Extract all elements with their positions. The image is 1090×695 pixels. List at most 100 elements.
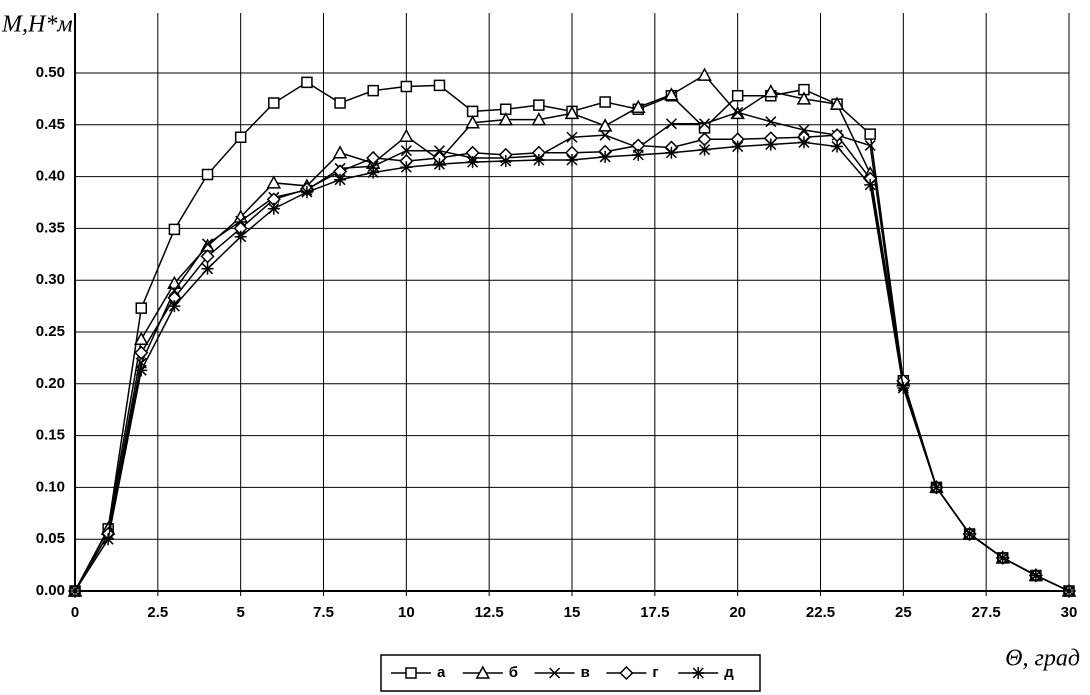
x-tick-label: 27.5 <box>972 604 1001 621</box>
data-point <box>532 154 545 167</box>
data-point <box>499 155 512 168</box>
x-tick-label: 0 <box>71 604 79 621</box>
y-axis-label: M,Н*м <box>1 12 73 38</box>
data-point <box>367 84 379 97</box>
data-point <box>533 99 545 111</box>
data-point <box>697 67 712 81</box>
data-point <box>864 178 877 191</box>
legend-marker <box>475 665 491 679</box>
legend-marker <box>619 665 634 681</box>
x-tick-label: 25 <box>895 604 912 621</box>
data-point <box>597 118 613 132</box>
data-point <box>566 154 578 167</box>
data-point <box>864 128 876 140</box>
data-point <box>797 136 810 149</box>
y-tick-label: 0.00 <box>36 582 65 599</box>
data-point <box>202 238 214 250</box>
data-point <box>266 175 282 189</box>
data-point <box>664 87 679 101</box>
data-point <box>699 118 711 130</box>
data-point <box>631 99 646 113</box>
data-point <box>665 146 678 159</box>
data-point <box>268 97 280 109</box>
data-point <box>831 140 844 153</box>
y-tick-label: 0.40 <box>36 168 65 185</box>
legend-label: в <box>581 664 590 681</box>
y-tick-label: 0.45 <box>36 116 65 133</box>
data-point <box>466 105 479 118</box>
data-point <box>566 131 578 143</box>
data-point <box>168 300 181 313</box>
data-point <box>367 166 380 179</box>
data-point <box>433 158 446 171</box>
data-point <box>829 96 845 110</box>
data-point <box>433 79 446 92</box>
legend-label: б <box>509 664 518 681</box>
data-point <box>466 156 479 169</box>
y-tick-label: 0.35 <box>36 219 65 236</box>
data-point <box>996 551 1009 564</box>
data-point <box>731 90 744 102</box>
x-tick-label: 5 <box>236 604 244 621</box>
data-point <box>796 91 812 105</box>
legend-label: г <box>652 664 658 681</box>
legend-marker <box>405 667 417 679</box>
legend: а б в г д <box>380 654 761 692</box>
data-point <box>366 150 381 166</box>
data-point <box>334 173 347 186</box>
data-point <box>300 186 313 199</box>
data-point <box>400 161 413 174</box>
data-point <box>400 145 412 157</box>
data-point <box>235 215 247 227</box>
data-point <box>301 76 313 89</box>
data-point <box>400 80 413 93</box>
data-point <box>433 145 445 157</box>
x-tick-label: 7.5 <box>313 604 334 621</box>
legend-marker <box>692 667 705 679</box>
data-point <box>897 381 910 394</box>
data-point <box>499 103 512 116</box>
data-point <box>135 302 148 314</box>
data-point <box>599 150 612 163</box>
y-tick-label: 0.50 <box>36 64 65 81</box>
y-tick-label: 0.20 <box>36 375 65 392</box>
data-point <box>200 249 215 264</box>
data-point <box>234 230 247 243</box>
data-point <box>697 132 712 147</box>
data-point <box>498 112 513 126</box>
data-point <box>201 262 214 275</box>
data-point <box>763 84 779 98</box>
data-point <box>698 143 711 156</box>
data-point <box>765 116 777 128</box>
x-tick-label: 22.5 <box>806 604 835 621</box>
x-tick-label: 15 <box>564 604 581 621</box>
data-point <box>168 223 181 236</box>
legend-marker <box>549 667 561 679</box>
x-tick-label: 20 <box>729 604 746 621</box>
x-tick-label: 30 <box>1061 604 1078 621</box>
data-point <box>731 140 744 153</box>
data-point <box>732 106 744 118</box>
data-point <box>1029 569 1042 582</box>
data-point <box>665 118 677 130</box>
data-point <box>465 115 480 129</box>
y-tick-label: 0.30 <box>36 271 65 288</box>
data-point <box>1063 585 1075 597</box>
data-point <box>234 131 247 143</box>
y-tick-label: 0.15 <box>36 427 65 444</box>
data-point <box>764 138 777 151</box>
legend-label: д <box>724 664 734 681</box>
y-tick-label: 0.25 <box>36 323 65 340</box>
data-point <box>332 145 348 159</box>
data-point <box>102 533 115 546</box>
data-point <box>69 585 81 597</box>
data-point <box>599 96 611 108</box>
x-tick-label: 17.5 <box>640 604 669 621</box>
x-tick-label: 2.5 <box>147 604 168 621</box>
data-point <box>267 202 280 215</box>
data-point <box>963 528 976 541</box>
x-tick-label: 12.5 <box>475 604 504 621</box>
data-point <box>334 97 346 109</box>
data-point <box>531 112 547 126</box>
